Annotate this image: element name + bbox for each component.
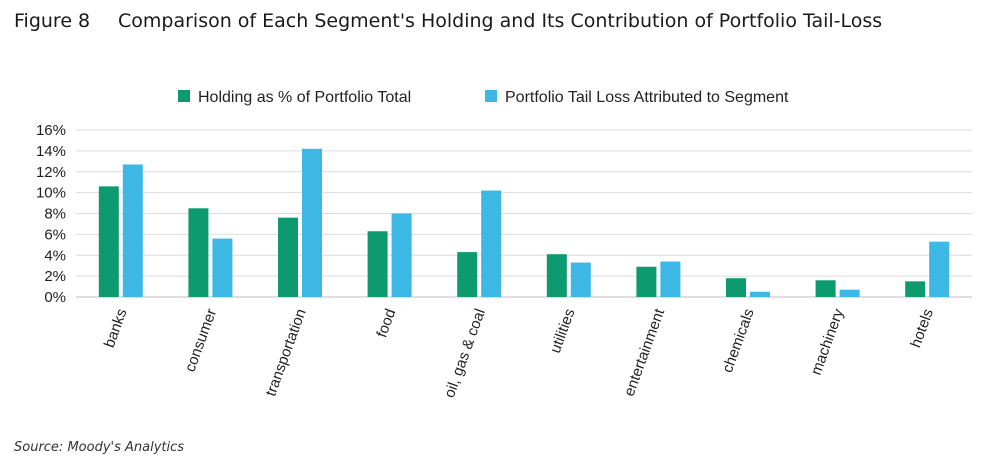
figure-number: Figure 8 [14,10,91,32]
bar-holding-10 [905,281,926,297]
bar-tail-loss-4 [391,213,412,297]
source-note: Source: Moody's Analytics [14,440,185,455]
x-tick-label: chemicals [719,307,758,375]
chart-grid [76,129,972,298]
y-tick-label: 12% [36,164,66,181]
bar-tail-loss-2 [212,238,233,297]
y-tick-label: 14% [36,143,66,160]
legend-swatch [178,90,190,102]
bar-tail-loss-7 [660,261,681,297]
x-tick-label: hotels [907,307,937,350]
bar-holding-1 [98,186,119,297]
y-tick-label: 8% [44,206,66,223]
bar-tail-loss-5 [481,190,502,297]
x-tick-label: food [373,307,399,340]
y-tick-label: 0% [44,289,66,306]
x-tick-label: utilities [547,307,579,356]
x-tick-label: banks [101,307,131,350]
x-tick-label: machinery [808,306,848,377]
chart-legend: Holding as % of Portfolio Total Portfolio… [178,89,789,106]
y-axis: 0% 2% 4% 6% 8% 10% 12% 14% 16% [36,122,66,306]
bar-holding-3 [278,217,298,297]
y-tick-label: 4% [44,247,66,264]
bar-holding-6 [546,254,567,297]
legend-label: Portfolio Tail Loss Attributed to Segmen… [505,89,789,106]
y-tick-label: 2% [44,268,66,285]
legend-swatch [485,90,497,102]
bar-holding-2 [188,208,209,297]
x-tick-label: oil, gas & coal [441,307,489,401]
x-tick-label: entertainment [621,306,669,399]
bar-holding-5 [457,252,478,297]
x-axis: banks consumer transportation food oil, gas … [101,306,937,400]
bar-tail-loss-1 [122,164,143,297]
bar-tail-loss-8 [750,291,770,297]
bar-holding-7 [636,266,657,297]
bar-holding-9 [815,280,836,297]
bar-tail-loss-3 [302,148,322,297]
bar-holding-4 [367,231,388,297]
x-tick-label: transportation [262,307,309,399]
bar-holding-8 [726,278,746,297]
figure-header: Figure 8 Comparison of Each Segment's Hol… [14,10,882,32]
y-tick-label: 6% [44,226,66,243]
x-tick-label: consumer [182,307,221,375]
legend-label: Holding as % of Portfolio Total [198,89,411,106]
chart-bars [98,148,950,297]
bar-tail-loss-10 [929,241,950,297]
y-tick-label: 16% [36,122,66,139]
bar-tail-loss-9 [839,289,860,297]
y-tick-label: 10% [36,185,66,202]
bar-tail-loss-6 [570,262,591,297]
figure-title: Comparison of Each Segment's Holding and… [118,10,883,32]
